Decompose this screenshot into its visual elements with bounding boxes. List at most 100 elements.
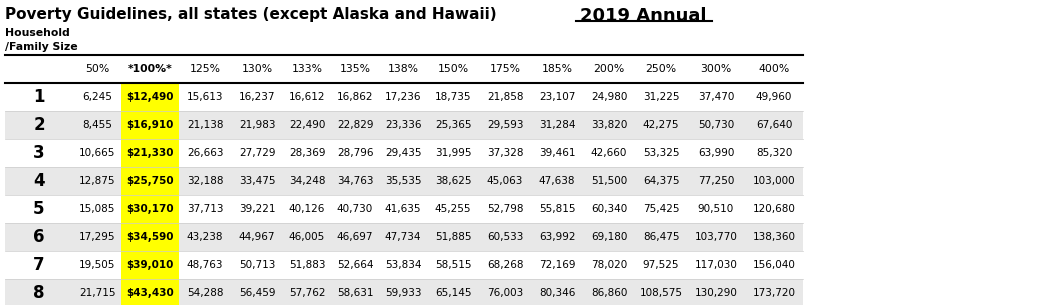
Bar: [635, 83, 687, 111]
Text: 46,005: 46,005: [289, 232, 325, 242]
Bar: [635, 251, 687, 279]
Text: 156,040: 156,040: [753, 260, 795, 270]
Bar: [231, 139, 283, 167]
Bar: [427, 139, 479, 167]
Text: 2: 2: [33, 116, 45, 134]
Bar: [531, 223, 583, 251]
Bar: [73, 279, 121, 305]
Bar: [5, 111, 73, 139]
Bar: [379, 223, 427, 251]
Bar: [479, 279, 531, 305]
Bar: [687, 279, 745, 305]
Bar: [179, 251, 231, 279]
Bar: [331, 279, 379, 305]
Bar: [531, 111, 583, 139]
Text: 8,455: 8,455: [82, 120, 112, 130]
Text: 58,515: 58,515: [435, 260, 471, 270]
Text: 60,340: 60,340: [591, 204, 627, 214]
Text: $34,590: $34,590: [127, 232, 173, 242]
Bar: [531, 83, 583, 111]
Text: $25,750: $25,750: [127, 176, 173, 186]
Bar: [5, 139, 73, 167]
Text: 52,798: 52,798: [487, 204, 523, 214]
Text: 45,063: 45,063: [487, 176, 523, 186]
Text: Household: Household: [5, 28, 70, 38]
Text: 7: 7: [33, 256, 45, 274]
Bar: [179, 279, 231, 305]
Text: 39,461: 39,461: [539, 148, 575, 158]
Bar: [5, 195, 73, 223]
Bar: [121, 223, 179, 251]
Bar: [427, 279, 479, 305]
Text: 4: 4: [33, 172, 45, 190]
Text: 43,238: 43,238: [187, 232, 223, 242]
Text: 31,284: 31,284: [539, 120, 575, 130]
Text: 86,860: 86,860: [591, 288, 627, 298]
Bar: [687, 195, 745, 223]
Text: 16,612: 16,612: [289, 92, 325, 102]
Text: 23,107: 23,107: [539, 92, 575, 102]
Bar: [479, 195, 531, 223]
Text: 48,763: 48,763: [187, 260, 223, 270]
Bar: [121, 111, 179, 139]
Text: 103,770: 103,770: [694, 232, 737, 242]
Bar: [73, 167, 121, 195]
Bar: [73, 139, 121, 167]
Bar: [179, 223, 231, 251]
Bar: [231, 251, 283, 279]
Bar: [479, 223, 531, 251]
Text: 64,375: 64,375: [643, 176, 679, 186]
Text: 49,960: 49,960: [756, 92, 792, 102]
Bar: [231, 83, 283, 111]
Text: 72,169: 72,169: [539, 260, 575, 270]
Text: 63,992: 63,992: [539, 232, 575, 242]
Text: 50,713: 50,713: [239, 260, 275, 270]
Bar: [687, 111, 745, 139]
Text: 76,003: 76,003: [487, 288, 523, 298]
Text: 24,980: 24,980: [591, 92, 627, 102]
Bar: [231, 167, 283, 195]
Bar: [531, 279, 583, 305]
Bar: [379, 139, 427, 167]
Bar: [427, 83, 479, 111]
Text: 58,631: 58,631: [336, 288, 374, 298]
Text: 34,763: 34,763: [336, 176, 374, 186]
Text: 51,883: 51,883: [289, 260, 325, 270]
Text: 103,000: 103,000: [753, 176, 795, 186]
Text: 69,180: 69,180: [591, 232, 627, 242]
Bar: [73, 83, 121, 111]
Bar: [331, 83, 379, 111]
Text: 16,862: 16,862: [336, 92, 374, 102]
Bar: [479, 167, 531, 195]
Text: 175%: 175%: [490, 64, 520, 74]
Text: 6: 6: [33, 228, 45, 246]
Bar: [745, 195, 803, 223]
Bar: [5, 223, 73, 251]
Text: 26,663: 26,663: [187, 148, 223, 158]
Text: 19,505: 19,505: [79, 260, 115, 270]
Bar: [583, 251, 635, 279]
Bar: [5, 83, 73, 111]
Bar: [531, 195, 583, 223]
Text: 56,459: 56,459: [239, 288, 275, 298]
Text: 50,730: 50,730: [698, 120, 734, 130]
Bar: [73, 111, 121, 139]
Bar: [121, 139, 179, 167]
Bar: [179, 167, 231, 195]
Text: 1: 1: [33, 88, 45, 106]
Text: 51,885: 51,885: [435, 232, 471, 242]
Text: 5: 5: [33, 200, 45, 218]
Bar: [121, 279, 179, 305]
Text: 15,085: 15,085: [79, 204, 115, 214]
Bar: [427, 111, 479, 139]
Bar: [121, 251, 179, 279]
Text: 41,635: 41,635: [385, 204, 421, 214]
Text: 29,593: 29,593: [487, 120, 523, 130]
Text: 6,245: 6,245: [82, 92, 112, 102]
Text: 117,030: 117,030: [694, 260, 737, 270]
Text: 135%: 135%: [339, 64, 371, 74]
Bar: [121, 167, 179, 195]
Text: 108,575: 108,575: [639, 288, 683, 298]
Text: 80,346: 80,346: [539, 288, 575, 298]
Bar: [73, 195, 121, 223]
